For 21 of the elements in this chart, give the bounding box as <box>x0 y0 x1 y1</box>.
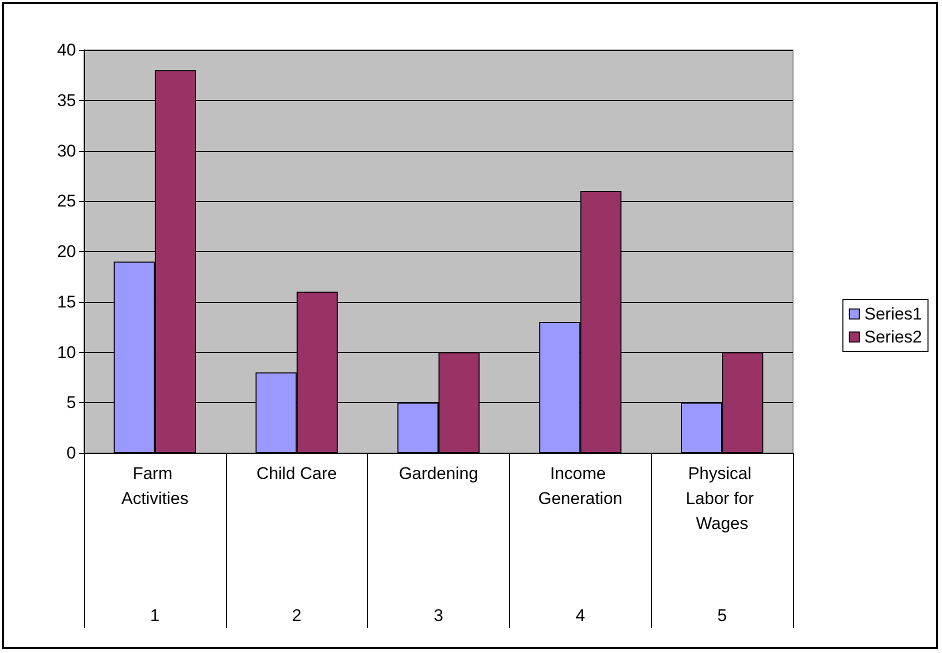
y-tick-label: 15 <box>57 292 76 312</box>
legend-label: Series2 <box>864 328 922 346</box>
text: 4 <box>576 606 586 625</box>
x-tick-label: Farm Activities <box>121 464 188 508</box>
y-tick-label: 20 <box>57 242 76 261</box>
y-tick-label: 25 <box>57 192 76 211</box>
x-tick-label: Physical Labor for Wages <box>686 464 758 533</box>
y-tick-label: 0 <box>66 444 76 462</box>
text: 2 <box>292 606 302 625</box>
x-tick-label: Gardening <box>398 464 478 483</box>
y-tick-label: 5 <box>66 393 76 412</box>
legend-label: Series1 <box>864 304 922 324</box>
y-tick-label: 30 <box>57 141 76 160</box>
text: 3 <box>434 606 444 625</box>
y-tick-label: 10 <box>57 342 76 362</box>
y-tick-label: 35 <box>57 90 76 110</box>
text: 1 <box>150 606 160 625</box>
y-tick-label: 40 <box>57 40 76 60</box>
text: 5 <box>717 606 727 625</box>
x-tick-label: Income Generation <box>538 464 622 508</box>
x-tick-label: Child Care <box>256 464 337 483</box>
